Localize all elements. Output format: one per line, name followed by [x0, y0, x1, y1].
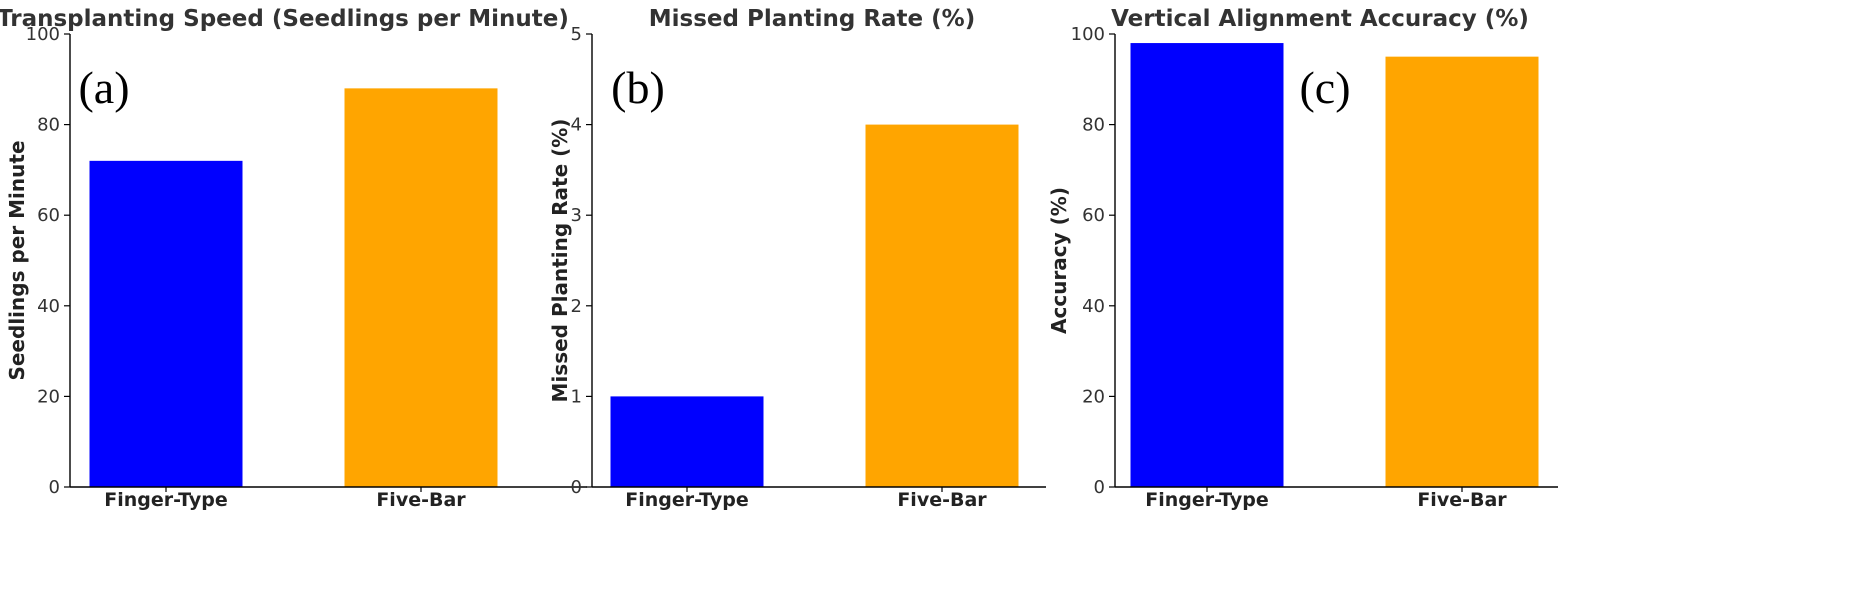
y-axis-label: Missed Planting Rate (%): [548, 119, 572, 403]
y-tick-label: 4: [571, 115, 582, 136]
x-tick-label: Finger-Type: [1145, 489, 1269, 511]
y-axis-label: Seedlings per Minute: [5, 140, 29, 380]
chart-title: Vertical Alignment Accuracy (%): [1111, 6, 1529, 32]
y-tick-label: 100: [26, 24, 60, 45]
y-tick-label: 80: [37, 115, 60, 136]
y-axis-label: Accuracy (%): [1047, 187, 1071, 334]
x-tick-label: Five-Bar: [376, 489, 466, 511]
y-tick-label: 0: [49, 477, 60, 498]
panel-label: (b): [611, 62, 665, 113]
x-tick-label: Five-Bar: [1417, 489, 1507, 511]
bar-finger-type: [89, 160, 243, 487]
bar-five-bar: [1385, 56, 1539, 488]
chart-title: Missed Planting Rate (%): [649, 6, 975, 32]
bar-finger-type: [610, 396, 764, 487]
y-tick-label: 5: [571, 24, 582, 45]
y-tick-label: 60: [1082, 205, 1105, 226]
y-tick-label: 60: [37, 205, 60, 226]
y-tick-label: 20: [37, 386, 60, 407]
bar-five-bar: [344, 88, 498, 488]
x-tick-label: Finger-Type: [625, 489, 749, 511]
panel-label: (a): [78, 62, 129, 113]
y-tick-label: 3: [571, 205, 582, 226]
bar-finger-type: [1130, 43, 1284, 488]
bar-five-bar: [865, 124, 1019, 487]
x-tick-label: Five-Bar: [897, 489, 987, 511]
chart-title: Transplanting Speed (Seedlings per Minut…: [0, 6, 569, 32]
y-tick-label: 1: [571, 386, 582, 407]
y-tick-label: 20: [1082, 386, 1105, 407]
x-tick-label: Finger-Type: [104, 489, 228, 511]
y-tick-label: 100: [1071, 24, 1105, 45]
y-tick-label: 0: [571, 477, 582, 498]
y-tick-label: 40: [37, 296, 60, 317]
panel-label: (c): [1299, 62, 1350, 113]
y-tick-label: 2: [571, 296, 582, 317]
y-tick-label: 0: [1094, 477, 1105, 498]
y-tick-label: 40: [1082, 296, 1105, 317]
y-tick-label: 80: [1082, 115, 1105, 136]
